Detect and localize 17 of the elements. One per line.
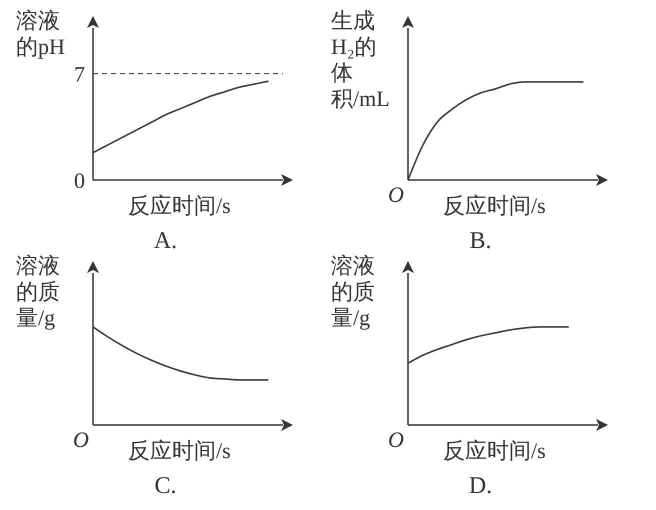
text: O: [73, 427, 89, 453]
text: D.: [468, 473, 494, 500]
text: O: [388, 427, 404, 453]
y-tick-label: 0: [74, 168, 85, 193]
y-axis-title: 溶液的质量/g: [16, 253, 61, 331]
text: B.: [469, 228, 492, 254]
x-axis-title: 反应时间/s: [128, 437, 231, 465]
text: O: [388, 182, 404, 208]
x-axis-title: 反应时间/s: [128, 192, 231, 220]
text: A.: [154, 228, 178, 254]
text: C.: [153, 473, 178, 500]
y-tick-label: 7: [74, 61, 85, 86]
y-axis-title: 生成H₂的体积/mL: [331, 8, 390, 112]
x-axis-title: 反应时间/s: [443, 192, 546, 220]
x-axis-title: 反应时间/s: [443, 437, 546, 465]
y-axis-title: 溶液的质量/g: [331, 253, 376, 331]
y-axis-title: 溶液的pH: [16, 8, 66, 60]
